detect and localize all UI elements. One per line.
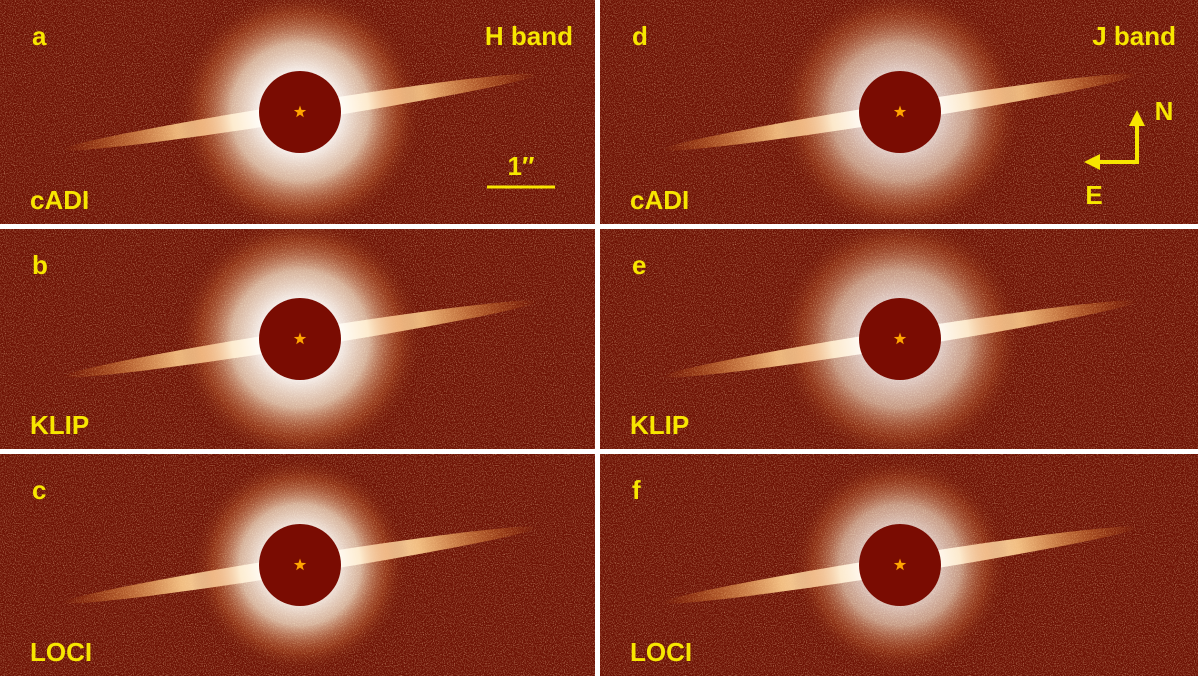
panel-letter: b: [32, 250, 48, 280]
panel: e KLIP: [600, 229, 1198, 449]
method-label: KLIP: [630, 410, 689, 440]
panel-letter: d: [632, 21, 648, 51]
panel: d cADI J band: [600, 0, 1198, 224]
compass: N E: [1084, 96, 1174, 210]
panel: c LOCI: [0, 454, 595, 676]
compass-north: N: [1155, 96, 1174, 126]
method-label: cADI: [30, 185, 89, 215]
panel-letter: a: [32, 21, 47, 51]
scale-bar: 1″: [487, 151, 555, 189]
star-marker: [293, 105, 307, 118]
scale-label: 1″: [508, 151, 535, 181]
star-marker: [893, 558, 907, 571]
star-marker: [293, 558, 307, 571]
star-marker: [893, 105, 907, 118]
panel: a cADI H band: [0, 0, 595, 224]
method-label: KLIP: [30, 410, 89, 440]
panel-letter: f: [632, 475, 641, 505]
star-marker: [893, 332, 907, 345]
method-label: LOCI: [630, 637, 692, 667]
panel: f LOCI: [600, 454, 1198, 676]
method-label: cADI: [630, 185, 689, 215]
compass-east: E: [1085, 180, 1102, 210]
panel: b KLIP: [0, 229, 595, 449]
band-label: J band: [1092, 21, 1176, 51]
method-label: LOCI: [30, 637, 92, 667]
panel-letter: c: [32, 475, 46, 505]
panel-letter: e: [632, 250, 646, 280]
star-marker: [293, 332, 307, 345]
band-label: H band: [485, 21, 573, 51]
